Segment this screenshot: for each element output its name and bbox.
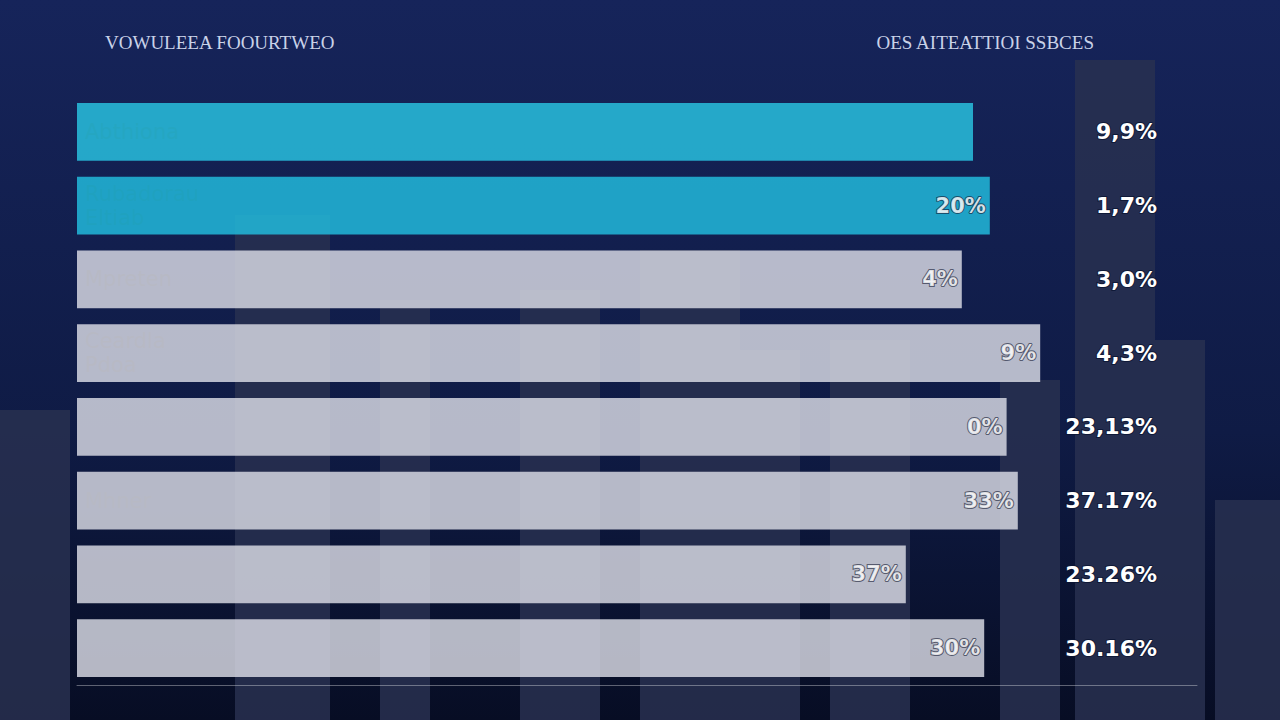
svg-text:4,3%: 4,3% xyxy=(1096,341,1157,366)
svg-text:23,13%: 23,13% xyxy=(1065,414,1157,439)
svg-text:37.17%: 37.17% xyxy=(1065,488,1157,513)
svg-text:30%: 30% xyxy=(930,636,980,660)
svg-text:33%: 33% xyxy=(964,489,1014,513)
svg-text:37%: 37% xyxy=(852,562,902,586)
svg-text:9%: 9% xyxy=(1001,341,1037,365)
svg-text:VOWULEEA FOOURTWEO: VOWULEEA FOOURTWEO xyxy=(105,32,334,53)
svg-text:OES AITEATTIOI SSBCES: OES AITEATTIOI SSBCES xyxy=(876,32,1093,53)
svg-text:30.16%: 30.16% xyxy=(1065,636,1157,661)
svg-text:23.26%: 23.26% xyxy=(1065,562,1157,587)
svg-text:9,9%: 9,9% xyxy=(1096,119,1157,144)
svg-text:3,0%: 3,0% xyxy=(1096,267,1157,292)
svg-text:20%: 20% xyxy=(936,194,986,218)
svg-text:1,7%: 1,7% xyxy=(1096,193,1157,218)
svg-text:0%: 0% xyxy=(967,415,1003,439)
svg-text:4%: 4% xyxy=(922,267,958,291)
